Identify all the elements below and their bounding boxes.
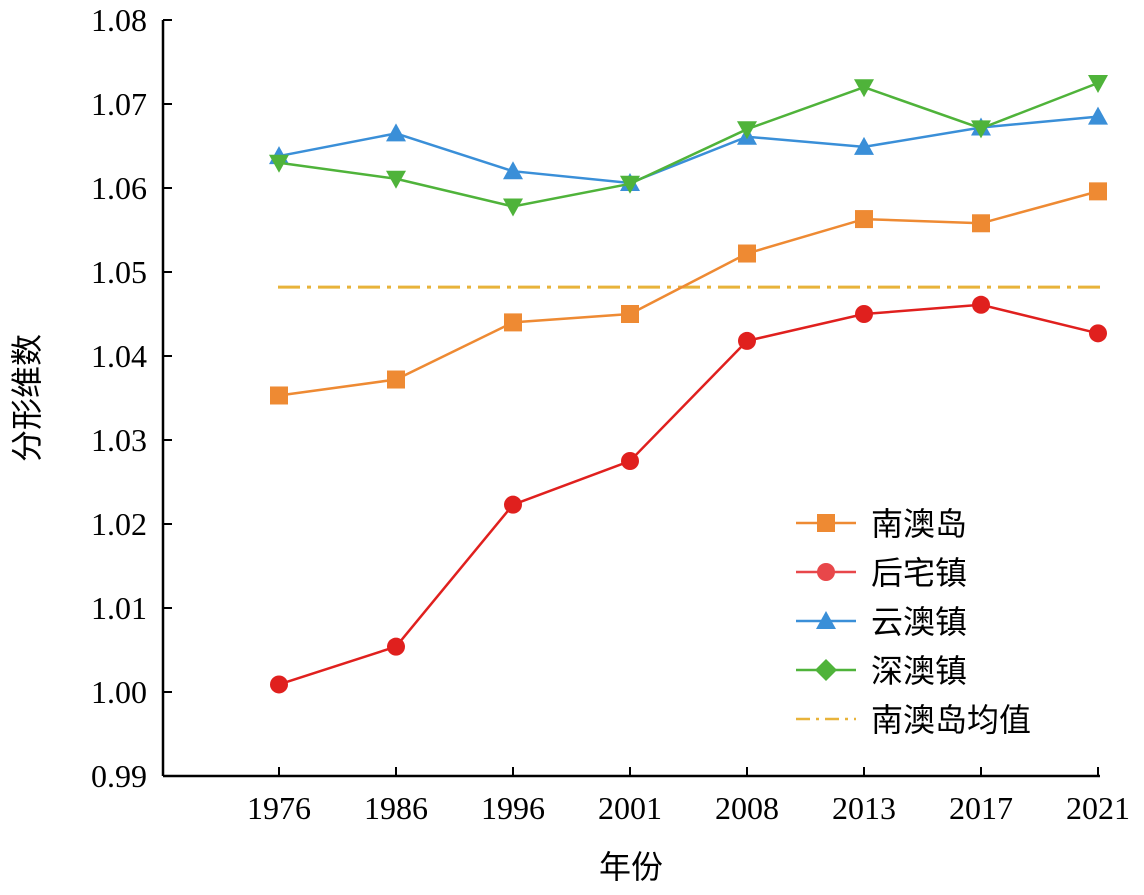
y-tick-label: 1.05 bbox=[91, 254, 147, 290]
data-point bbox=[621, 452, 639, 470]
legend-item: 南澳岛均值 bbox=[796, 701, 1031, 739]
data-point bbox=[270, 675, 288, 694]
y-axis-title: 分形维数 bbox=[8, 334, 46, 462]
data-point bbox=[854, 79, 874, 98]
x-tick-label: 1976 bbox=[247, 790, 311, 826]
legend-label: 云澳镇 bbox=[871, 603, 967, 641]
data-point bbox=[269, 154, 289, 173]
y-tick-label: 1.08 bbox=[91, 2, 147, 38]
y-tick-label: 1.00 bbox=[91, 674, 147, 710]
x-axis-title: 年份 bbox=[599, 848, 663, 886]
x-tick-label: 2017 bbox=[949, 790, 1013, 826]
data-point bbox=[1089, 324, 1107, 343]
y-tick-label: 1.04 bbox=[91, 338, 147, 374]
legend-marker bbox=[816, 611, 836, 629]
data-point bbox=[386, 170, 406, 189]
x-tick-label: 1996 bbox=[481, 790, 545, 826]
data-point bbox=[386, 123, 406, 142]
x-tick-label: 2008 bbox=[715, 790, 779, 826]
data-point bbox=[504, 313, 522, 332]
y-tick-label: 1.06 bbox=[91, 170, 147, 206]
data-point bbox=[854, 136, 874, 155]
data-point bbox=[503, 198, 523, 217]
data-point bbox=[1088, 75, 1108, 93]
x-tick-label: 2021 bbox=[1066, 790, 1130, 826]
legend-marker bbox=[815, 659, 837, 681]
legend-label: 深澳镇 bbox=[871, 652, 967, 690]
legend-item: 云澳镇 bbox=[796, 603, 967, 641]
data-point bbox=[270, 386, 288, 405]
data-point bbox=[737, 121, 757, 140]
data-point bbox=[972, 214, 990, 233]
data-point bbox=[972, 295, 990, 314]
legend-item: 深澳镇 bbox=[796, 652, 967, 690]
y-tick-label: 1.07 bbox=[91, 86, 147, 122]
data-point bbox=[1089, 182, 1107, 201]
y-tick-label: 0.99 bbox=[91, 758, 147, 794]
x-tick-label: 1986 bbox=[364, 790, 428, 826]
data-point bbox=[504, 495, 522, 514]
data-point bbox=[738, 244, 756, 263]
data-point bbox=[503, 161, 523, 180]
series-line bbox=[278, 190, 1099, 397]
legend-label: 南澳岛均值 bbox=[871, 701, 1031, 739]
series-1 bbox=[270, 295, 1107, 694]
x-tick-label: 2013 bbox=[832, 790, 896, 826]
series-line bbox=[278, 115, 1099, 185]
legend-marker bbox=[817, 514, 835, 532]
data-point bbox=[620, 175, 640, 194]
series-line bbox=[278, 81, 1099, 208]
data-point bbox=[971, 120, 991, 139]
data-point bbox=[738, 331, 756, 350]
x-tick-label: 2001 bbox=[598, 790, 662, 826]
data-point bbox=[855, 305, 873, 323]
legend-item: 后宅镇 bbox=[796, 554, 967, 592]
data-point bbox=[855, 210, 873, 229]
y-tick-label: 1.03 bbox=[91, 422, 147, 458]
series-0 bbox=[270, 182, 1107, 405]
legend-marker bbox=[817, 563, 835, 581]
y-tick-label: 1.02 bbox=[91, 506, 147, 542]
legend-item: 南澳岛 bbox=[796, 505, 967, 543]
series-3 bbox=[269, 75, 1108, 217]
series-line bbox=[278, 303, 1099, 686]
y-tick-label: 1.01 bbox=[91, 590, 147, 626]
data-point bbox=[387, 637, 405, 656]
data-point bbox=[387, 370, 405, 389]
legend-label: 南澳岛 bbox=[871, 505, 967, 543]
legend-label: 后宅镇 bbox=[871, 554, 967, 592]
data-point bbox=[1088, 106, 1108, 125]
data-point bbox=[621, 305, 639, 323]
